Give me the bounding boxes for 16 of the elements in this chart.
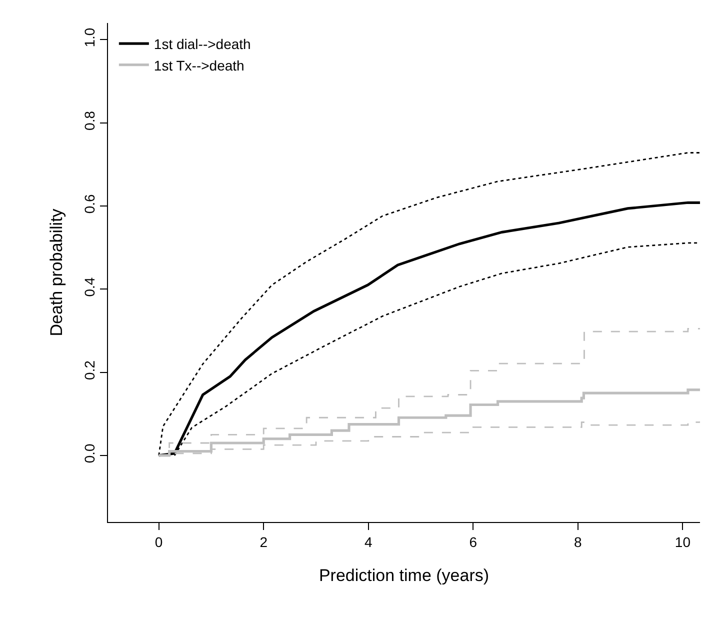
y-tick-label: 0.6 xyxy=(81,194,98,214)
y-tick-label: 1.0 xyxy=(81,28,98,48)
legend-label: 1st dial-->death xyxy=(154,36,251,52)
x-axis-title: Prediction time (years) xyxy=(318,566,490,586)
y-tick-label: 0.4 xyxy=(81,277,98,297)
y-axis-title: Death probability xyxy=(46,208,66,336)
x-tick-label: 8 xyxy=(574,534,582,550)
y-tick-label: 0.2 xyxy=(81,360,98,380)
y-tick-label: 0.8 xyxy=(81,110,98,130)
x-tick-label: 6 xyxy=(469,534,478,550)
x-tick-label: 4 xyxy=(364,534,372,550)
x-tick-label: 2 xyxy=(260,534,268,550)
legend-label: 1st Tx-->death xyxy=(154,57,244,74)
x-tick-label: 10 xyxy=(674,534,691,550)
y-tick-label: 0.0 xyxy=(81,443,98,464)
x-tick-label: 0 xyxy=(154,534,163,550)
